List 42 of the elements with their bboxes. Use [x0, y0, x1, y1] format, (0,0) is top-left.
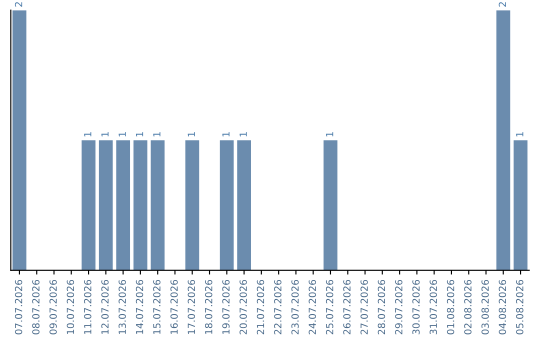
data-label: 1 — [153, 132, 160, 136]
x-tick-label: 01.08.2026 — [446, 280, 454, 334]
x-tick-label: 16.07.2026 — [170, 280, 178, 334]
x-tick-label: 19.07.2026 — [222, 280, 230, 334]
x-tick-label: 10.07.2026 — [66, 280, 74, 334]
data-label: 2 — [498, 2, 506, 7]
data-label: 1 — [222, 132, 230, 136]
x-tick-label: 21.07.2026 — [256, 280, 264, 334]
x-tick-label: 11.07.2026 — [84, 280, 92, 334]
x-tick-label: 07.07.2026 — [14, 280, 22, 334]
x-tick-label: 20.07.2026 — [240, 280, 247, 334]
x-tick-label: 02.08.2026 — [464, 280, 472, 334]
x-tick-label: 18.07.2026 — [204, 280, 212, 334]
x-tick-label: 03.08.2026 — [481, 280, 489, 334]
data-label: 1 — [101, 132, 109, 136]
x-tick-label: 31.07.2026 — [430, 280, 437, 334]
x-tick-label: 13.07.2026 — [118, 280, 126, 334]
x-tick-label: 17.07.2026 — [188, 280, 196, 334]
x-tick-label: 26.07.2026 — [343, 280, 351, 334]
x-tick-label: 09.07.2026 — [49, 280, 57, 334]
x-tick-label: 08.07.2026 — [32, 280, 40, 334]
data-label: 1 — [516, 132, 524, 136]
x-tick-label: 05.08.2026 — [516, 280, 524, 334]
data-label: 1 — [240, 132, 247, 136]
x-tick-label: 29.07.2026 — [395, 280, 402, 334]
x-tick-label: 30.07.2026 — [412, 280, 420, 334]
x-tick-label: 24.07.2026 — [308, 280, 316, 334]
data-label: 1 — [84, 132, 92, 136]
x-tick-label: 14.07.2026 — [136, 280, 144, 334]
x-tick-label: 28.07.2026 — [378, 280, 386, 334]
data-label: 2 — [14, 2, 22, 7]
x-tick-label: 15.07.2026 — [153, 280, 160, 334]
data-label: 1 — [136, 132, 144, 136]
x-tick-label: 22.07.2026 — [274, 280, 282, 334]
data-label: 1 — [326, 132, 334, 136]
data-label: 1 — [118, 132, 126, 136]
x-tick-label: 04.08.2026 — [498, 280, 506, 334]
data-label: 1 — [188, 132, 195, 136]
x-tick-label: 25.07.2026 — [326, 280, 334, 334]
x-tick-label: 23.07.2026 — [291, 280, 299, 334]
x-tick-label: 12.07.2026 — [101, 280, 109, 334]
x-tick-label: 27.07.2026 — [360, 280, 368, 334]
